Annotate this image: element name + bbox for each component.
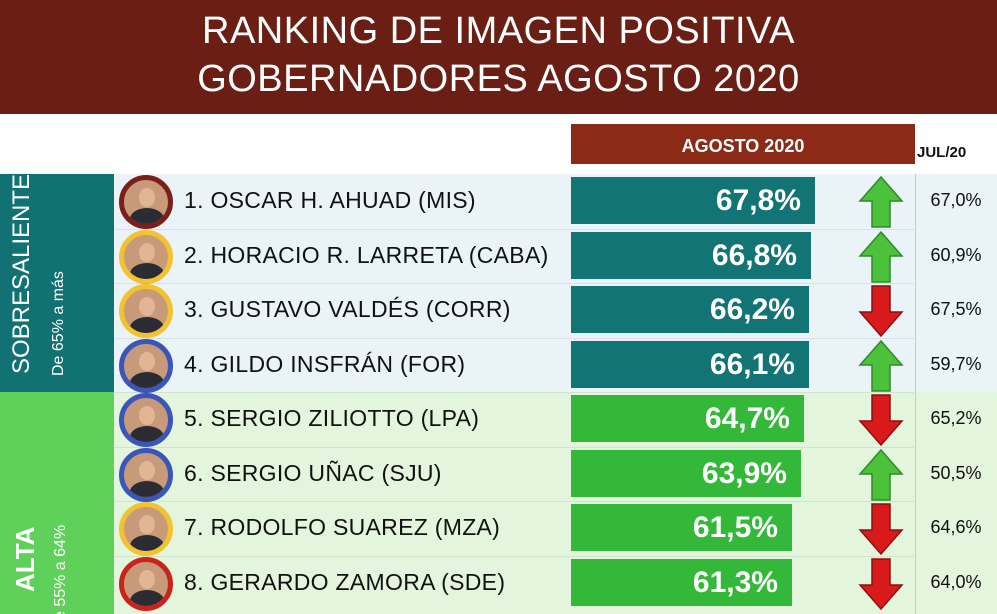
value-bar: 61,5% — [571, 504, 792, 551]
category-alta: ALTA e 55% a 64% — [0, 392, 114, 614]
title-line-1: RANKING DE IMAGEN POSITIVA — [202, 10, 795, 52]
previous-value: 60,9% — [930, 245, 982, 265]
previous-value: 50,5% — [930, 463, 982, 483]
arrow-shape — [858, 558, 904, 611]
avatar-body — [130, 481, 164, 497]
value-bar: 66,2% — [571, 286, 809, 333]
trend-down-arrow-icon — [858, 503, 904, 556]
avatar-head — [139, 515, 155, 534]
avatar-body — [130, 535, 164, 551]
current-period-header: AGOSTO 2020 — [571, 124, 915, 164]
trend-down-arrow-icon — [858, 558, 904, 611]
arrow-shape — [858, 394, 904, 447]
avatar — [119, 502, 173, 556]
governor-name: 8. GERARDO ZAMORA (SDE) — [184, 569, 506, 595]
avatar-body — [130, 263, 164, 279]
previous-value: 65,2% — [930, 408, 982, 428]
avatar-body — [130, 372, 164, 388]
value-bar: 64,7% — [571, 395, 804, 442]
avatar-head — [139, 188, 155, 207]
trend-down-arrow-icon — [858, 285, 904, 338]
trend-up-arrow-icon — [858, 175, 904, 228]
avatar-head — [139, 243, 155, 262]
row-separator — [114, 229, 914, 230]
header-banner: RANKING DE IMAGEN POSITIVA GOBERNADORES … — [0, 0, 997, 114]
trend-up-arrow-icon — [858, 230, 904, 283]
avatar-head — [139, 570, 155, 589]
governor-name: 2. HORACIO R. LARRETA (CABA) — [184, 242, 549, 268]
governor-name: 5. SERGIO ZILIOTTO (LPA) — [184, 405, 480, 431]
category-label: ALTA — [10, 526, 40, 592]
category-range: De 65% a más — [50, 271, 67, 376]
avatar — [119, 175, 173, 229]
trend-up-arrow-icon — [858, 339, 904, 392]
category-label: SOBRESALIENTE — [8, 174, 35, 374]
value-bar: 66,1% — [571, 341, 809, 388]
avatar-head — [139, 461, 155, 480]
avatar-body — [130, 426, 164, 442]
row-separator — [114, 501, 914, 502]
category-sobresaliente: SOBRESALIENTE De 65% a más — [0, 174, 114, 392]
governor-name: 6. SERGIO UÑAC (SJU) — [184, 460, 442, 486]
avatar — [119, 230, 173, 284]
previous-value: 59,7% — [930, 354, 982, 374]
avatar — [119, 284, 173, 338]
governor-name: 3. GUSTAVO VALDÉS (CORR) — [184, 296, 511, 322]
avatar — [119, 557, 173, 611]
row-separator — [114, 283, 914, 284]
value-bar: 61,3% — [571, 559, 792, 606]
arrow-shape — [858, 230, 904, 283]
avatar — [119, 339, 173, 393]
avatar — [119, 448, 173, 502]
trend-down-arrow-icon — [858, 394, 904, 447]
row-separator — [114, 447, 914, 448]
avatar-body — [130, 590, 164, 606]
arrow-shape — [858, 285, 904, 338]
previous-period-header: JUL/20 — [917, 144, 967, 161]
governor-name: 4. GILDO INSFRÁN (FOR) — [184, 351, 466, 377]
avatar-body — [130, 317, 164, 333]
arrow-shape — [858, 175, 904, 228]
value-bar: 67,8% — [571, 177, 815, 224]
row-separator — [114, 556, 914, 557]
row-separator — [114, 392, 914, 393]
previous-value: 64,0% — [930, 572, 982, 592]
governor-name: 7. RODOLFO SUAREZ (MZA) — [184, 514, 501, 540]
arrow-shape — [858, 448, 904, 501]
arrow-shape — [858, 503, 904, 556]
title-line-2: GOBERNADORES AGOSTO 2020 — [197, 58, 800, 100]
row-separator — [114, 338, 914, 339]
previous-value: 67,0% — [930, 190, 982, 210]
avatar-head — [139, 297, 155, 316]
previous-value: 67,5% — [930, 299, 982, 319]
arrow-shape — [858, 339, 904, 392]
governor-name: 1. OSCAR H. AHUAD (MIS) — [184, 187, 476, 213]
avatar-body — [130, 208, 164, 224]
value-bar: 63,9% — [571, 450, 801, 497]
trend-up-arrow-icon — [858, 448, 904, 501]
value-bar: 66,8% — [571, 232, 811, 279]
avatar-head — [139, 406, 155, 425]
previous-value: 64,6% — [930, 517, 982, 537]
category-range: e 55% a 64% — [52, 524, 69, 614]
avatar-head — [139, 352, 155, 371]
avatar — [119, 393, 173, 447]
previous-column — [915, 174, 997, 614]
